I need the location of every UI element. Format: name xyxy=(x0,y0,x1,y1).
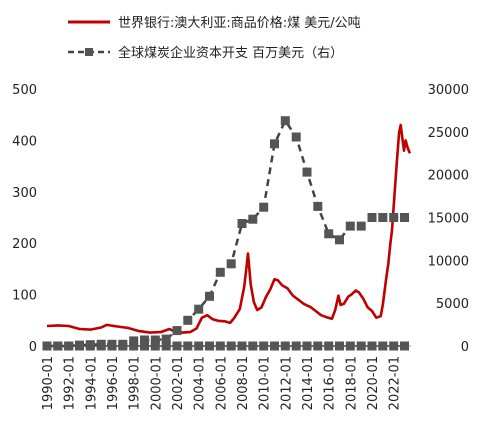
left-tick-label: 400 xyxy=(12,134,37,149)
x-tick-label: 2002-01 xyxy=(171,356,186,410)
series-1-point xyxy=(280,116,290,126)
left-tick-label: 200 xyxy=(12,237,37,252)
series-line-1 xyxy=(47,119,405,348)
right-tick-label: 5000 xyxy=(436,297,469,312)
series-2-point xyxy=(280,341,290,351)
series-line-0 xyxy=(46,123,412,334)
series-2-point xyxy=(270,341,279,351)
right-tick-label: 30000 xyxy=(428,83,469,98)
series-1-point xyxy=(183,315,193,325)
series-2-point xyxy=(194,341,204,351)
series-1-point xyxy=(367,213,377,222)
series-1-point xyxy=(248,214,258,224)
series-2-point xyxy=(129,341,139,351)
series-1-point xyxy=(205,291,214,301)
series-1-point xyxy=(291,132,301,142)
series-1-point xyxy=(356,221,366,231)
series-1-point xyxy=(140,335,149,345)
legend-marker-capex xyxy=(85,48,93,56)
x-tick-label: 1994-01 xyxy=(84,356,99,410)
series-2-point xyxy=(237,341,247,351)
x-tick-label: 2004-01 xyxy=(193,356,208,410)
x-tick-label: 2000-01 xyxy=(149,356,164,410)
right-tick-label: 0 xyxy=(461,340,469,355)
left-tick-label: 100 xyxy=(12,289,37,304)
x-tick-label: 2012-01 xyxy=(279,356,294,410)
series-1-point xyxy=(161,334,171,344)
series-2-point xyxy=(356,341,366,351)
series-2-point xyxy=(259,341,269,351)
left-tick-label: 500 xyxy=(12,83,37,98)
series-2-point xyxy=(140,341,149,351)
series-2-point xyxy=(205,341,214,351)
series-2-point xyxy=(400,341,409,351)
series-1-point xyxy=(215,267,225,277)
right-tick-label: 10000 xyxy=(428,254,469,269)
series-2-point xyxy=(172,341,182,351)
series-1-point xyxy=(378,213,388,222)
left-tick-label: 0 xyxy=(29,340,37,355)
series-2-point xyxy=(53,341,63,351)
right-tick-label: 20000 xyxy=(428,169,469,184)
right-tick-label: 15000 xyxy=(428,212,469,227)
series-2-point xyxy=(42,341,52,351)
series-2-point xyxy=(215,341,225,351)
series-2-point xyxy=(85,341,95,351)
left-tick-label: 300 xyxy=(12,186,37,201)
series-2-point xyxy=(226,341,236,351)
series-2-point xyxy=(291,341,301,351)
x-tick-label: 1990-01 xyxy=(41,356,56,410)
series-1-point xyxy=(345,221,355,231)
x-tick-label: 1992-01 xyxy=(63,356,78,410)
legend: 世界银行:澳大利亚:商品价格:煤 美元/公吨 全球煤炭企业资本开支 百万美元（右… xyxy=(68,15,361,61)
series-1-point xyxy=(270,139,279,149)
series-1-point xyxy=(389,213,399,222)
series-1-point xyxy=(335,235,344,245)
series-2-point xyxy=(150,341,160,351)
axes: 0100200300400500050001000015000200002500… xyxy=(12,83,469,410)
x-tick-label: 1996-01 xyxy=(106,356,121,410)
series-2-point xyxy=(389,341,399,351)
x-tick-label: 2010-01 xyxy=(258,356,273,410)
series-1-point xyxy=(150,335,160,345)
series-2-point xyxy=(161,341,171,351)
right-tick-label: 25000 xyxy=(428,126,469,141)
series-2-point xyxy=(183,341,193,351)
x-tick-label: 2016-01 xyxy=(323,356,338,410)
series-2-point xyxy=(96,341,106,351)
series-1-point xyxy=(259,202,269,212)
series-2-point xyxy=(64,341,74,351)
series-1-point xyxy=(172,326,182,336)
series-2-point xyxy=(302,341,312,351)
series-1-point xyxy=(226,259,236,269)
legend-label-capex: 全球煤炭企业资本开支 百万美元（右） xyxy=(118,45,343,61)
series-2-point xyxy=(107,341,117,351)
series-1-point xyxy=(194,304,204,314)
series-2-point xyxy=(118,341,128,351)
x-tick-label: 2018-01 xyxy=(344,356,359,410)
series-1-point xyxy=(324,229,334,239)
series-1-point xyxy=(129,336,139,346)
series-layer xyxy=(42,116,412,351)
series-2-point xyxy=(324,341,334,351)
series-1-point xyxy=(400,213,409,222)
series-2-point xyxy=(248,341,258,351)
x-tick-label: 2006-01 xyxy=(214,356,229,410)
series-1-point xyxy=(313,201,323,211)
legend-label-coal-price: 世界银行:澳大利亚:商品价格:煤 美元/公吨 xyxy=(118,15,361,31)
series-2-point xyxy=(367,341,377,351)
series-2-point xyxy=(378,341,388,351)
x-tick-label: 2020-01 xyxy=(366,356,381,410)
x-tick-label: 2022-01 xyxy=(388,356,403,410)
series-1-point xyxy=(237,219,247,228)
series-2-point xyxy=(313,341,323,351)
series-2-point xyxy=(345,341,355,351)
series-2-point xyxy=(335,341,344,351)
series-1-point xyxy=(302,167,312,177)
x-tick-label: 2014-01 xyxy=(301,356,316,410)
series-2-point xyxy=(75,341,84,351)
x-tick-label: 2008-01 xyxy=(236,356,251,410)
x-tick-label: 1998-01 xyxy=(128,356,143,410)
